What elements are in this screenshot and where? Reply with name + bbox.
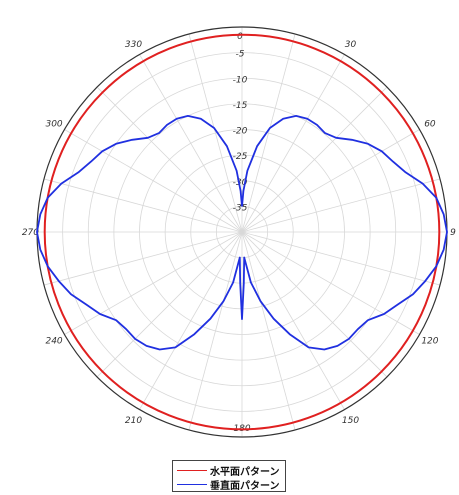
legend-label-horizontal: 水平面パターン [210, 466, 280, 478]
legend-label-vertical: 垂直面パターン [210, 480, 280, 492]
grid-ring [190, 180, 294, 284]
grid-ring [139, 129, 345, 335]
angle-tick-label: 30 [345, 40, 357, 50]
polar-grid [36, 26, 448, 438]
angle-tick-label: 60 [424, 120, 436, 130]
angle-tick-label: 270 [22, 228, 39, 238]
angle-tick-label: 330 [125, 40, 142, 50]
angle-tick-label: 300 [45, 120, 62, 130]
grid-ring [113, 103, 371, 361]
angle-tick-label: 9 [450, 228, 456, 238]
legend-item-vertical: 垂直面パターン [177, 477, 280, 492]
radial-tick-label: -5 [236, 50, 245, 60]
radial-tick-label: -20 [233, 127, 248, 137]
radial-tick-label: -15 [233, 101, 248, 111]
angle-tick-label: 120 [421, 337, 438, 347]
angle-tick-label: 150 [342, 416, 359, 426]
grid-ring [62, 52, 422, 412]
legend-swatch-vertical [177, 483, 207, 485]
legend-swatch-horizontal [177, 469, 207, 471]
series-line-0 [43, 33, 441, 431]
radial-tick-label: 0 [237, 32, 243, 42]
radial-tick-label: -10 [233, 75, 248, 85]
series-line-1 [36, 115, 448, 351]
angle-tick-label: 240 [45, 337, 62, 347]
grid-ring [87, 77, 397, 387]
series-lines [36, 33, 448, 431]
legend-item-horizontal: 水平面パターン [177, 463, 280, 478]
radial-tick-label: -30 [233, 178, 248, 188]
polar-chart: -5-10-15-20-25-30-3503060912015018021024… [22, 26, 456, 438]
radial-tick-label: -35 [233, 203, 248, 213]
radial-tick-label: -25 [233, 152, 248, 162]
legend: 水平面パターン 垂直面パターン [172, 460, 286, 492]
angle-tick-label: 210 [125, 416, 142, 426]
